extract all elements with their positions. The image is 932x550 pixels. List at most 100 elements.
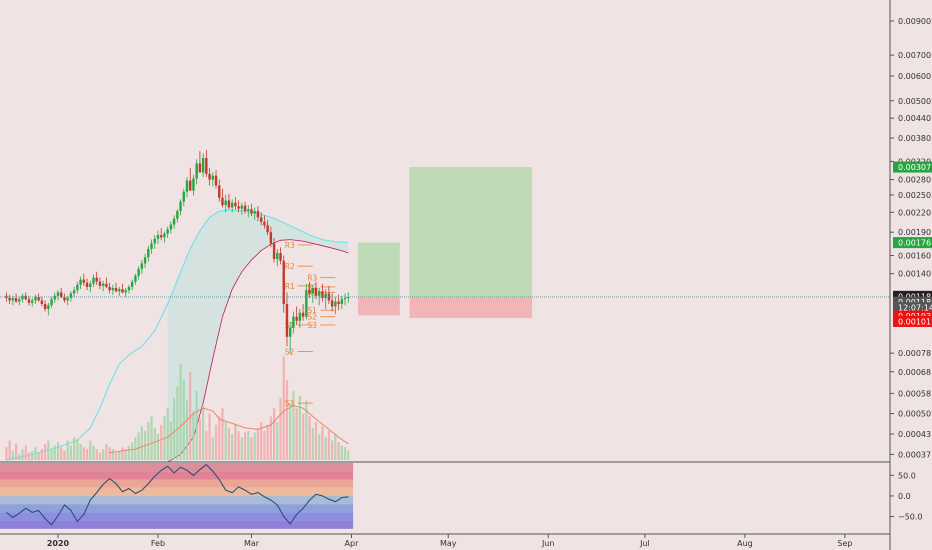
volume-bar [247,430,250,460]
pivot-label: S2 [285,347,295,356]
volume-ma-line [109,405,349,454]
time-tick-label: Mar [244,539,260,548]
volume-bar [40,449,43,460]
volume-bar [234,424,237,460]
oscillator-band [0,487,354,496]
volume-bar [250,437,253,460]
volume-bar [66,440,69,460]
price-label-box [893,315,932,327]
price-labels: 0.003070.001760.001180.0011812:07:140.00… [893,161,932,327]
candle-body [182,191,185,202]
price-tick-label: 0.00280 [898,176,931,185]
price-axis[interactable]: 0.00900 0.00700 0.00600 0.00500 0.00440 0.003… [890,17,931,460]
candle-body [240,205,244,209]
candle-body [259,217,263,222]
candle-body [185,180,189,192]
volume-bar [140,426,143,460]
candle-body [201,158,205,173]
candle-body [156,235,160,239]
pivot-label: R2 [285,262,295,271]
pivot-label: S3 [307,321,317,330]
time-tick-label: May [440,539,457,548]
pivot-label: S2 [307,313,317,322]
candle-body [118,289,121,292]
volume-bar [147,421,150,460]
oscillator-band [0,512,354,521]
price-label-box [893,302,932,314]
volume-bar [21,449,24,460]
candle-body [34,296,37,301]
volume-bar [124,449,127,460]
candle-body [72,290,76,294]
volume-bar [176,386,179,460]
candle-body [40,300,44,305]
volume-bar [347,450,350,460]
volume-bar [211,437,214,460]
volume-bar [224,421,227,460]
candle-body [243,205,247,212]
time-tick-label: Jul [639,539,650,548]
volume-bar [50,449,53,460]
volume-bar [302,413,305,460]
candle-body [211,175,214,180]
price-tick-label: 0.00250 [898,191,931,200]
volume-bar [192,410,195,460]
candle-body [18,299,21,302]
volume-bar [202,405,205,460]
position-tools[interactable] [357,167,533,319]
candle-body [31,300,34,303]
volume-bar [343,447,347,460]
candle-body [150,243,153,249]
candle-body [227,200,231,208]
volume-bar [227,427,231,460]
candle-body [166,229,169,234]
candle-body [314,288,318,296]
pivot-label: R3 [307,274,317,283]
candle-body [56,292,60,296]
volume-bar [166,408,169,460]
price-label-text: 0.00176 [898,239,931,248]
volume-bar [127,445,131,460]
volume-bar [331,440,334,460]
candle-body [340,299,343,305]
price-tick-label: 0.00900 [898,17,931,26]
price-tick-label: 0.00600 [898,72,931,81]
candle-body [111,288,115,291]
volume-bar [324,437,327,460]
candle-body [189,180,192,191]
oscillator-axis[interactable]: 50.0 0.0 −50.0 [890,471,923,522]
price-tick-label: 0.00220 [898,208,931,217]
candle-body [305,290,308,317]
time-axis[interactable]: 2020 Feb Mar Apr May Jun Jul Aug Sep [47,534,853,548]
candle-body [269,232,273,244]
time-tick-label: 2020 [47,539,70,548]
pivot-label: S3 [285,399,295,408]
volume-bar [282,356,285,460]
candle-body [143,257,147,264]
volume-bar [305,400,308,460]
candle-body [98,281,102,286]
candle-body [256,211,260,218]
volume-bar [37,452,40,460]
candle-body [108,286,111,291]
oscillator-band [0,471,354,480]
price-tick-label: 0.00037 [898,450,931,459]
candle-body [69,293,73,299]
candle-body [272,243,276,259]
candle-body [11,298,15,301]
volume-bar [256,427,260,460]
volume-bar [11,450,14,460]
volume-bar [79,443,82,460]
candle-body [50,299,53,306]
candle-body [230,202,234,208]
candle-body [127,286,131,291]
volume-bars [5,356,350,460]
candle-body [163,233,166,238]
volume-bar [240,437,243,460]
candle-body [60,292,63,297]
volume-bar [47,440,50,460]
volume-bar [73,437,76,460]
candle-body [85,282,89,287]
candle-body [324,293,327,299]
